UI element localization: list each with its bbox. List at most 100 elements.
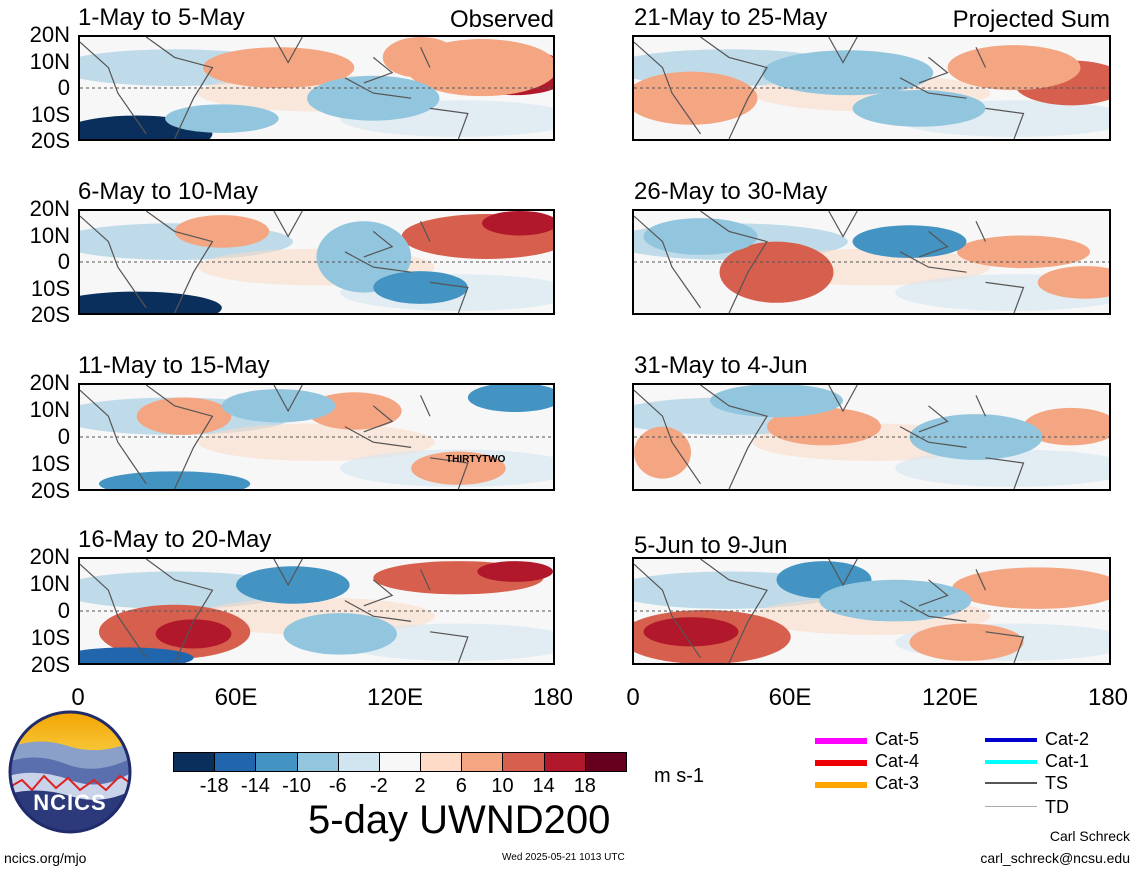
ncics-logo-graphic — [8, 710, 132, 834]
lat-label-row3-2: 0 — [57, 424, 70, 449]
anomaly-shading — [467, 385, 553, 413]
panel-title-8: 5-Jun to 9-Jun — [634, 532, 788, 559]
colorbar-tick-label: 6 — [455, 775, 467, 797]
colorbar-swatch — [420, 752, 463, 772]
legend-label-cat-3: Cat-3 — [875, 773, 920, 793]
coastline — [634, 385, 1025, 489]
colorbar-swatch — [543, 752, 586, 772]
colorbar-swatch — [296, 752, 339, 772]
panel-title-5: 21-May to 25-May — [634, 4, 828, 31]
lat-label-row2-4: 20S — [30, 302, 70, 327]
footer-website[interactable]: ncics.org/mjo — [4, 850, 87, 866]
colorbar-swatch — [255, 752, 298, 772]
legend-swatch-cat-5 — [815, 738, 867, 744]
footer-timestamp: Wed 2025-05-21 1013 UTC — [502, 852, 625, 863]
map-panel-5 — [632, 35, 1111, 141]
panel-title-2: 6-May to 10-May — [78, 178, 259, 205]
anomaly-shading — [155, 619, 232, 649]
colorbar-tick-label: 10 — [491, 775, 514, 797]
lon-label-60e-left: 60E — [214, 684, 258, 711]
footer-author: Carl Schreck — [1049, 828, 1130, 844]
ncics-logo[interactable]: NCICS — [8, 710, 132, 834]
panel-title-1: 1-May to 5-May — [78, 4, 245, 31]
coastline — [80, 37, 469, 139]
anomaly-shading — [719, 241, 834, 303]
anomaly-shading — [643, 218, 758, 255]
lat-label-row2-2: 0 — [57, 249, 70, 274]
anomaly-shading — [80, 647, 194, 663]
colorbar-tick-label: -2 — [370, 775, 388, 797]
colorbar-swatch — [337, 752, 380, 772]
observed-label: Observed — [449, 6, 554, 33]
anomaly-shading — [909, 623, 1024, 661]
anomaly-shading — [382, 37, 459, 78]
legend-label-td: TD — [1045, 797, 1069, 817]
lon-label-0-right: 0 — [626, 684, 640, 711]
coastline — [634, 37, 1025, 139]
colorbar-title: 5-day UWND200 — [308, 798, 611, 842]
map-panel-8 — [632, 557, 1111, 665]
panel-title-3: 11-May to 15-May — [78, 352, 270, 379]
lat-label-row4-1: 10N — [29, 571, 70, 596]
anomaly-shading — [852, 225, 967, 258]
anomaly-shading — [852, 90, 986, 127]
lat-label-row2-0: 20N — [29, 196, 70, 221]
anomaly-shading — [634, 426, 691, 479]
legend-swatch-cat-2 — [985, 738, 1037, 742]
colorbar-swatch — [378, 752, 422, 772]
lat-label-row4-3: 10S — [30, 625, 70, 650]
panel-title-4: 16-May to 20-May — [78, 526, 272, 553]
anomaly-shading — [957, 235, 1090, 269]
anomaly-shading — [98, 471, 251, 489]
anomaly-shading — [174, 215, 270, 248]
anomaly-shading — [221, 389, 336, 423]
anomaly-shading — [1037, 266, 1109, 299]
anomaly-shading — [482, 211, 553, 236]
coastline — [80, 211, 469, 313]
colorbar-swatch — [173, 752, 216, 772]
lat-label-row2-1: 10N — [29, 222, 70, 248]
anomaly-shading — [710, 385, 843, 418]
map-panel-2 — [78, 209, 555, 315]
colorbar-swatch — [584, 752, 627, 772]
colorbar-tick-label: 14 — [532, 775, 555, 797]
anomaly-shading — [307, 75, 440, 121]
coastline — [634, 211, 1025, 313]
uwnd-field-map — [80, 37, 553, 139]
colorbar-tick-label: -18 — [199, 775, 229, 797]
colorbar-tick-label: 18 — [573, 775, 596, 797]
anomaly-shading — [947, 45, 1081, 91]
uwnd-field-map — [80, 211, 553, 313]
colorbar-tick-label: 2 — [414, 775, 426, 797]
lat-label-row1-1: 10N — [29, 48, 70, 74]
legend-swatch-cat-4 — [815, 760, 867, 766]
coastline — [80, 559, 469, 663]
anomaly-shading — [411, 451, 506, 485]
map-panel-4 — [78, 557, 555, 665]
colorbar-swatch — [502, 752, 545, 772]
lat-label-row3-4: 20S — [30, 478, 70, 503]
legend-swatch-cat-1 — [985, 760, 1037, 764]
lat-label-row3-1: 10N — [29, 397, 70, 422]
colorbar — [173, 752, 627, 772]
uwnd-field-map — [80, 385, 553, 489]
lat-label-row4-2: 0 — [57, 598, 70, 623]
lat-label-row2-3: 10S — [30, 275, 70, 301]
lat-label-row3-0: 20N — [29, 370, 70, 395]
uwnd-field-map — [634, 559, 1109, 663]
lon-label-180-right: 180 — [1087, 684, 1129, 711]
footer-email[interactable]: carl_schreck@ncsu.edu — [980, 850, 1130, 866]
lon-label-120e-left: 120E — [366, 684, 424, 711]
lon-label-180-left: 180 — [532, 684, 574, 711]
colorbar-tick-label: -14 — [240, 775, 270, 797]
uwnd-field-map — [634, 211, 1109, 313]
projected-label: Projected Sum — [952, 6, 1110, 33]
colorbar-tick-label: -10 — [282, 775, 311, 797]
anomaly-shading — [165, 104, 279, 133]
anomaly-shading — [952, 567, 1109, 609]
anomaly-shading — [762, 50, 934, 96]
legend-swatch-td — [985, 806, 1037, 807]
anomaly-shading — [80, 291, 222, 313]
uwnd-field-map — [80, 559, 553, 663]
anomaly-shading — [136, 397, 232, 435]
